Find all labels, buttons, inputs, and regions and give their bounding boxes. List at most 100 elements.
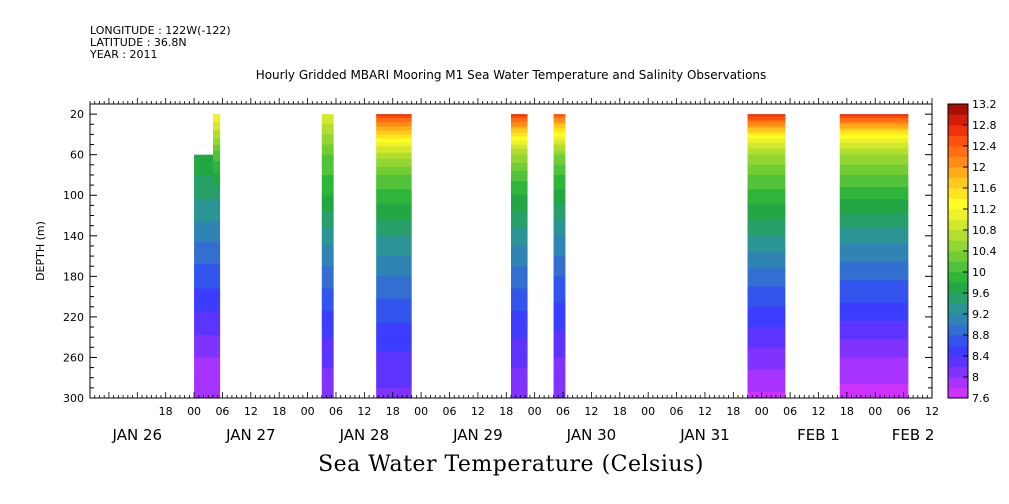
- depth-band: [212, 335, 221, 338]
- depth-band: [212, 201, 221, 204]
- depth-band: [511, 168, 528, 172]
- depth-band: [839, 306, 909, 310]
- depth-band: [212, 266, 221, 269]
- depth-band: [747, 345, 786, 348]
- depth-band: [376, 391, 412, 395]
- x-day-label: JAN 28: [339, 426, 390, 444]
- depth-band: [747, 239, 786, 243]
- depth-band: [839, 252, 909, 255]
- depth-band: [511, 329, 528, 332]
- depth-band: [553, 189, 566, 192]
- depth-band: [747, 247, 786, 251]
- depth-band: [839, 383, 909, 387]
- depth-band: [839, 349, 909, 352]
- depth-band: [747, 316, 786, 320]
- depth-band: [511, 256, 528, 259]
- depth-band: [376, 274, 412, 277]
- depth-band: [747, 268, 786, 271]
- depth-band: [212, 389, 221, 393]
- colorbar-swatch: [948, 146, 968, 157]
- depth-band: [839, 142, 909, 145]
- depth-band: [511, 138, 528, 141]
- depth-band: [839, 245, 909, 249]
- depth-band: [747, 310, 786, 314]
- depth-band: [553, 316, 566, 320]
- depth-band: [321, 280, 334, 283]
- depth-band: [553, 162, 566, 166]
- depth-band: [194, 284, 213, 287]
- depth-band: [747, 201, 786, 204]
- colorbar-swatch: [948, 282, 968, 294]
- depth-band: [376, 195, 412, 198]
- depth-band: [212, 347, 221, 350]
- depth-band: [321, 124, 334, 127]
- depth-band: [511, 345, 528, 348]
- depth-band: [553, 256, 566, 259]
- depth-band: [511, 197, 528, 200]
- depth-band: [511, 369, 528, 373]
- depth-band: [376, 339, 412, 342]
- depth-band: [321, 322, 334, 326]
- depth-band: [212, 168, 221, 172]
- depth-band: [212, 179, 221, 182]
- depth-band: [839, 195, 909, 198]
- depth-band: [321, 375, 334, 379]
- depth-band: [321, 146, 334, 150]
- depth-band: [194, 183, 213, 186]
- depth-band: [212, 308, 221, 312]
- depth-band: [194, 168, 213, 172]
- depth-band: [376, 375, 412, 379]
- depth-band: [194, 369, 213, 373]
- depth-band: [194, 294, 213, 298]
- depth-band: [376, 235, 412, 239]
- depth-band: [376, 341, 412, 344]
- depth-band: [839, 172, 909, 176]
- depth-band: [553, 292, 566, 295]
- depth-band: [376, 221, 412, 225]
- depth-band: [839, 225, 909, 229]
- depth-band: [194, 209, 213, 212]
- depth-band: [839, 316, 909, 320]
- depth-band: [839, 286, 909, 289]
- depth-band: [511, 280, 528, 283]
- depth-band: [194, 221, 213, 225]
- depth-band: [212, 142, 221, 145]
- depth-band: [511, 237, 528, 241]
- depth-band: [376, 146, 412, 150]
- depth-band: [511, 385, 528, 389]
- depth-band: [553, 314, 566, 318]
- depth-band: [321, 264, 334, 267]
- depth-band: [553, 365, 566, 368]
- depth-band: [194, 304, 213, 308]
- depth-band: [321, 290, 334, 293]
- colorbar-swatch: [948, 303, 968, 315]
- depth-band: [212, 345, 221, 348]
- depth-band: [212, 282, 221, 285]
- depth-band: [553, 349, 566, 352]
- depth-band: [553, 168, 566, 172]
- depth-band: [194, 181, 213, 184]
- depth-band: [553, 122, 566, 125]
- depth-band: [553, 339, 566, 342]
- depth-band: [376, 172, 412, 176]
- depth-band: [839, 347, 909, 350]
- y-tick-label: 20: [70, 108, 84, 121]
- depth-band: [376, 197, 412, 200]
- depth-band: [553, 140, 566, 143]
- depth-band: [376, 122, 412, 125]
- depth-band: [511, 359, 528, 362]
- depth-band: [511, 272, 528, 275]
- depth-band: [376, 181, 412, 184]
- depth-band: [321, 383, 334, 387]
- depth-band: [747, 391, 786, 395]
- depth-band: [194, 217, 213, 220]
- depth-band: [194, 288, 213, 291]
- depth-band: [839, 235, 909, 239]
- depth-band: [212, 152, 221, 156]
- depth-band: [511, 219, 528, 222]
- depth-band: [321, 371, 334, 375]
- depth-band: [839, 136, 909, 139]
- depth-band: [553, 272, 566, 275]
- depth-band: [747, 308, 786, 312]
- depth-band: [747, 195, 786, 198]
